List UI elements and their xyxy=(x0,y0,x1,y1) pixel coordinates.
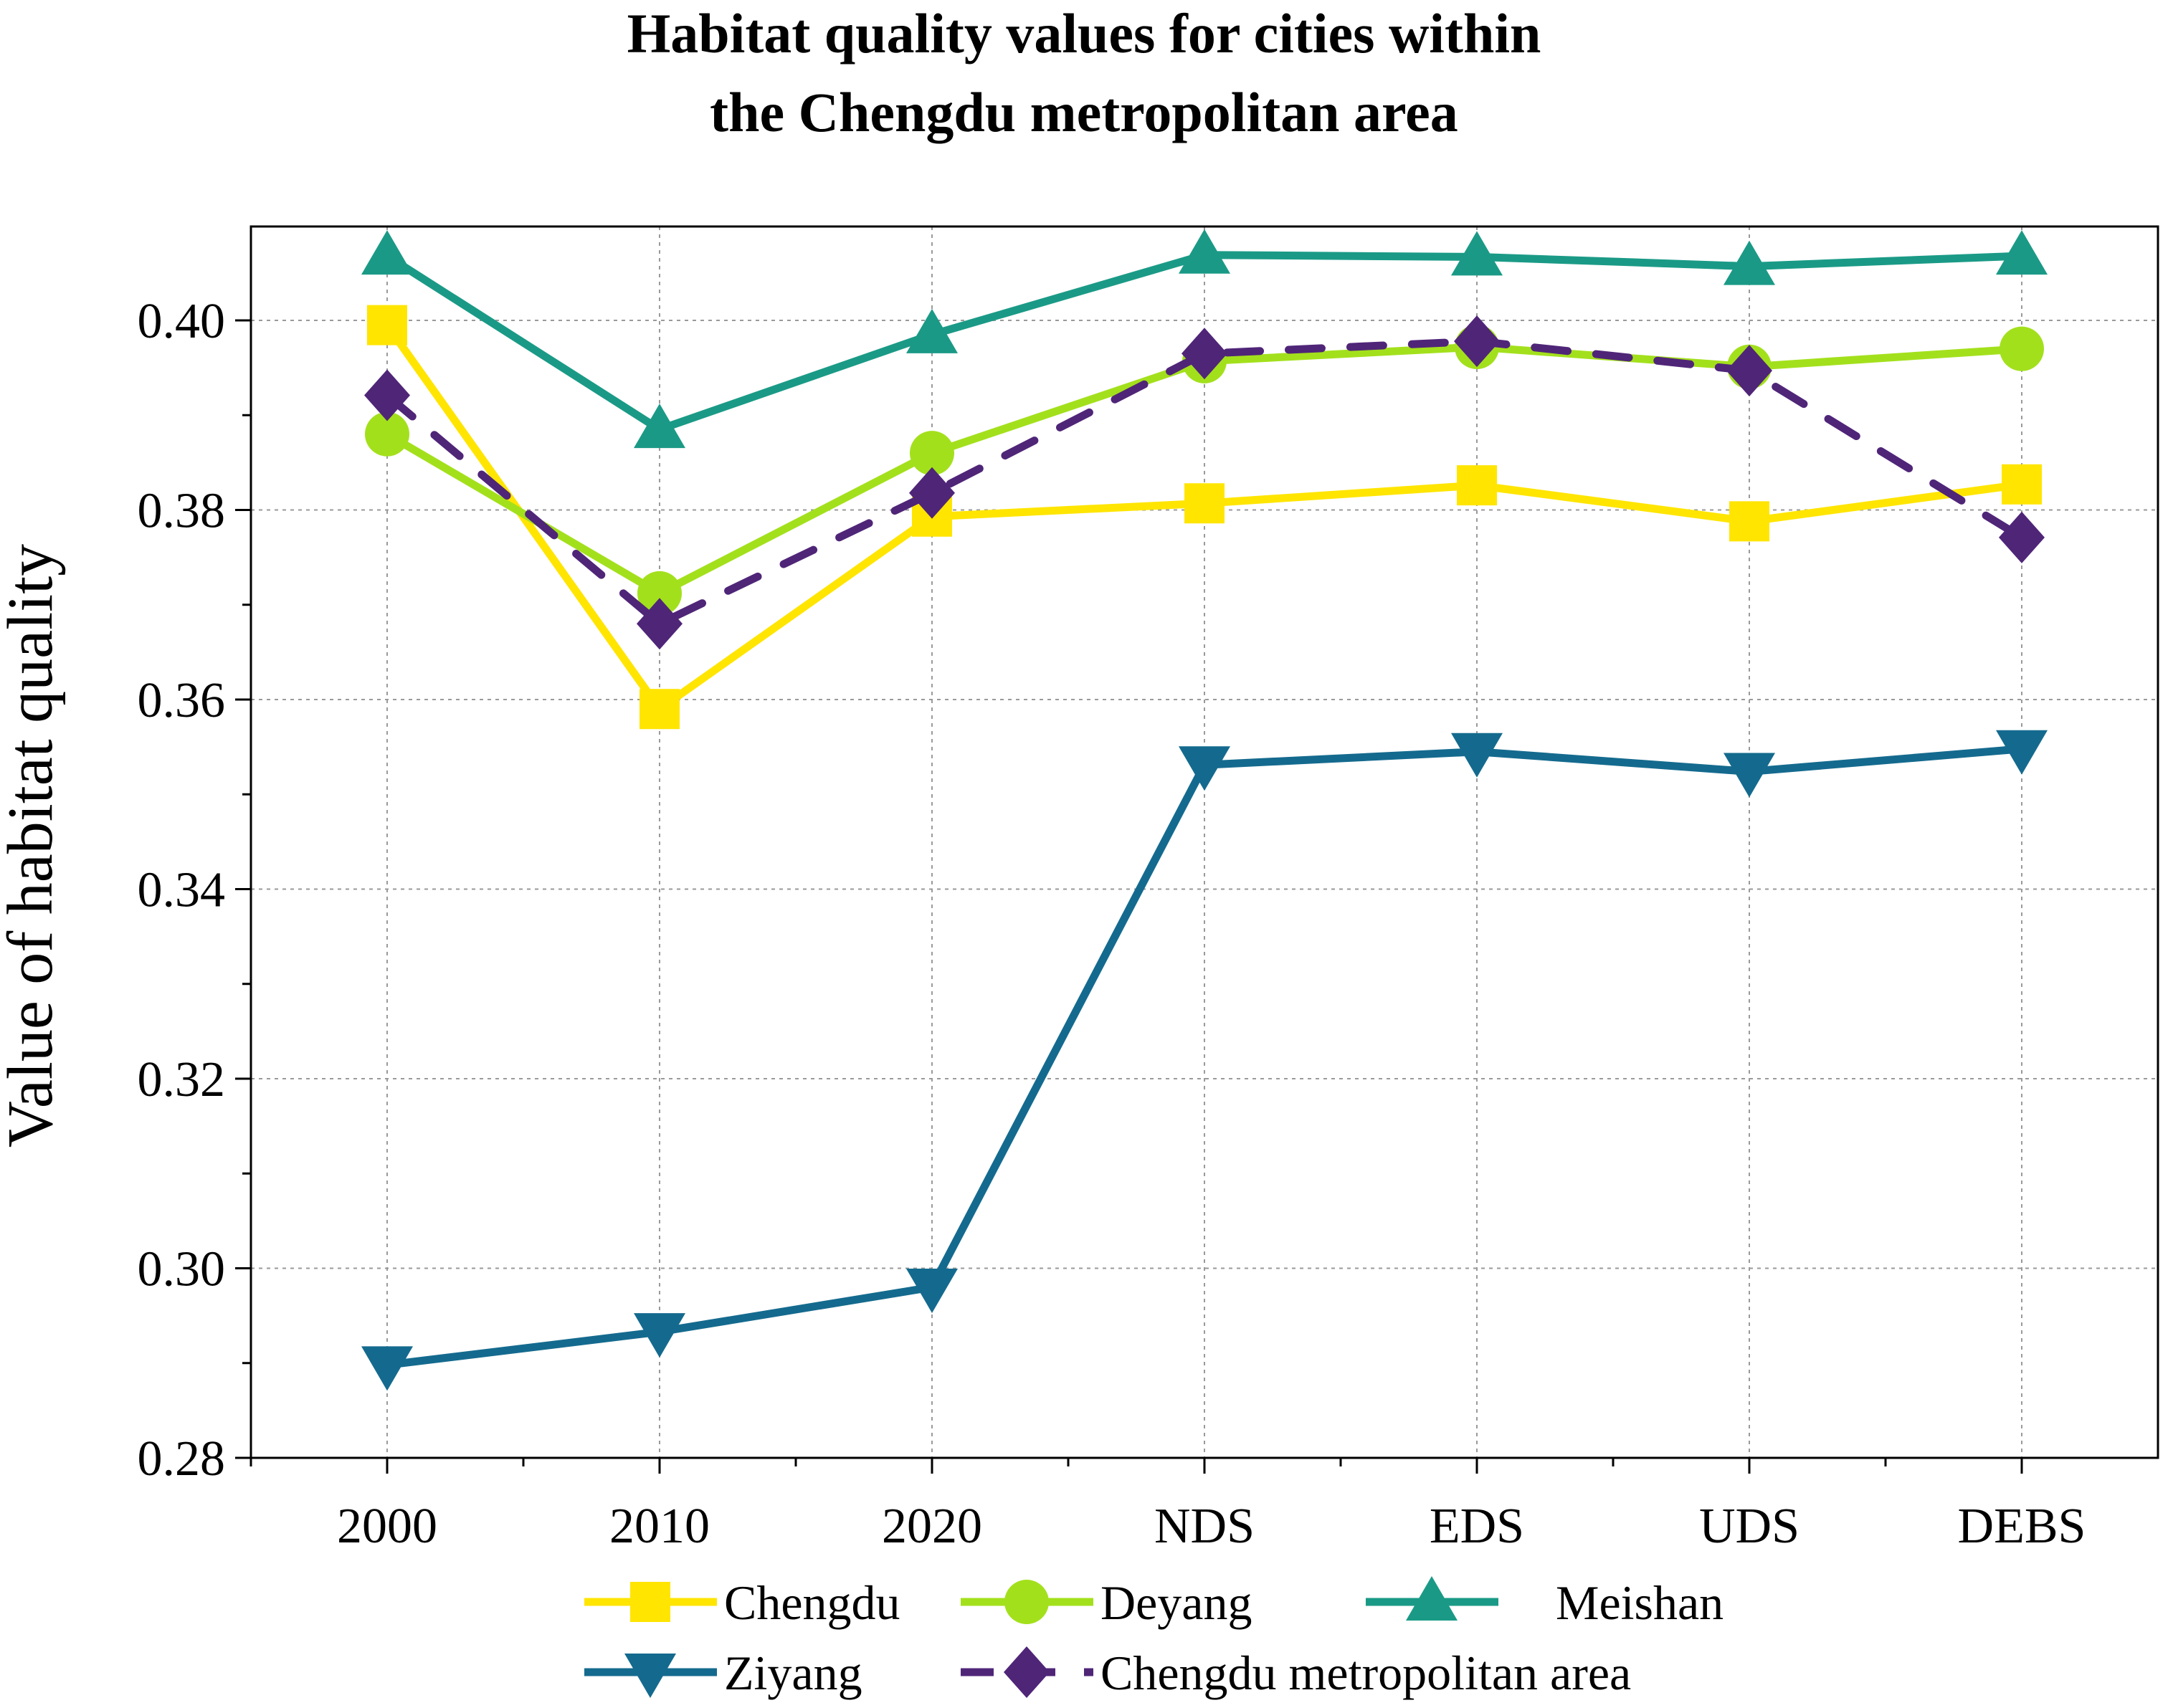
data-point xyxy=(1451,733,1503,778)
legend: Chengdu Deyang Meishan Ziyang Chengdu metrop… xyxy=(584,1575,1724,1700)
data-point xyxy=(1451,231,1503,276)
data-point xyxy=(906,1268,958,1313)
x-tick-label: EDS xyxy=(1430,1499,1524,1554)
x-tick-label: NDS xyxy=(1154,1499,1255,1554)
data-point xyxy=(906,308,958,353)
data-point xyxy=(634,404,685,449)
legend-item-chengdu-metropolitan-area: Chengdu metropolitan area xyxy=(961,1646,1631,1700)
series-layer xyxy=(361,229,2048,1391)
legend-marker xyxy=(630,1582,670,1622)
x-tick-label: 2010 xyxy=(609,1499,710,1554)
x-tick-label: UDS xyxy=(1699,1499,1799,1554)
series-chengdu-metropolitan-area xyxy=(364,315,2045,650)
legend-label: Deyang xyxy=(1100,1575,1252,1630)
data-point xyxy=(365,411,409,457)
y-axis-label: Value of habitat quality xyxy=(0,544,66,1148)
data-point xyxy=(637,571,682,616)
data-point xyxy=(640,689,680,730)
legend-label: Chengdu xyxy=(724,1575,900,1630)
legend-marker xyxy=(1406,1576,1458,1621)
data-point xyxy=(1179,746,1230,791)
data-point xyxy=(367,305,407,345)
y-tick-label: 0.28 xyxy=(138,1431,226,1487)
x-tick-label: 2020 xyxy=(882,1499,982,1554)
grid-layer xyxy=(251,226,2158,1458)
data-point xyxy=(1726,345,1772,397)
legend-item-deyang: Deyang xyxy=(961,1575,1252,1630)
legend-item-chengdu: Chengdu xyxy=(584,1575,900,1630)
data-point xyxy=(1179,229,1230,274)
legend-label: Meishan xyxy=(1556,1575,1724,1630)
x-tick-label: DEBS xyxy=(1958,1499,2086,1554)
y-tick-label: 0.36 xyxy=(138,673,226,728)
data-point xyxy=(637,598,683,650)
legend-label: Ziyang xyxy=(724,1646,862,1700)
legend-item-meishan: Meishan xyxy=(1366,1575,1724,1630)
chart-title-line-2: the Chengdu metropolitan area xyxy=(710,81,1458,143)
data-point xyxy=(1724,753,1775,798)
data-point xyxy=(910,431,954,476)
legend-marker xyxy=(1004,1646,1050,1698)
data-point xyxy=(1454,315,1500,368)
y-tick-label: 0.38 xyxy=(138,484,226,539)
data-point xyxy=(634,1313,685,1358)
y-tick-label: 0.30 xyxy=(138,1242,226,1297)
legend-item-ziyang: Ziyang xyxy=(584,1646,862,1700)
data-point xyxy=(1996,730,2048,775)
legend-marker xyxy=(1004,1580,1049,1624)
data-point xyxy=(1457,465,1497,506)
axis-layer: 0.28 0.30 0.32 0.34 0.36 0.38 0.40 2000 2010 2020… xyxy=(138,225,2159,1554)
y-tick-label: 0.34 xyxy=(138,863,226,918)
data-point xyxy=(361,230,413,275)
data-point xyxy=(1182,328,1227,380)
series-meishan xyxy=(361,229,2048,449)
series-chengdu xyxy=(367,305,2042,730)
data-point xyxy=(909,467,955,519)
y-tick-label: 0.32 xyxy=(138,1052,226,1107)
y-tick-label: 0.40 xyxy=(138,294,226,349)
data-point xyxy=(2002,464,2042,505)
data-point xyxy=(1999,511,2045,563)
data-point xyxy=(1184,483,1225,524)
series-ziyang xyxy=(361,730,2048,1391)
chart-title-line-1: Habitat quality values for cities within xyxy=(627,2,1541,65)
x-tick-label: 2000 xyxy=(337,1499,437,1554)
data-point xyxy=(364,369,410,421)
data-point xyxy=(1724,240,1775,285)
data-point xyxy=(1729,501,1769,542)
legend-label: Chengdu metropolitan area xyxy=(1100,1646,1631,1700)
legend-marker xyxy=(624,1654,676,1698)
data-point xyxy=(2000,326,2044,371)
data-point xyxy=(1996,230,2048,275)
data-point xyxy=(361,1346,413,1391)
